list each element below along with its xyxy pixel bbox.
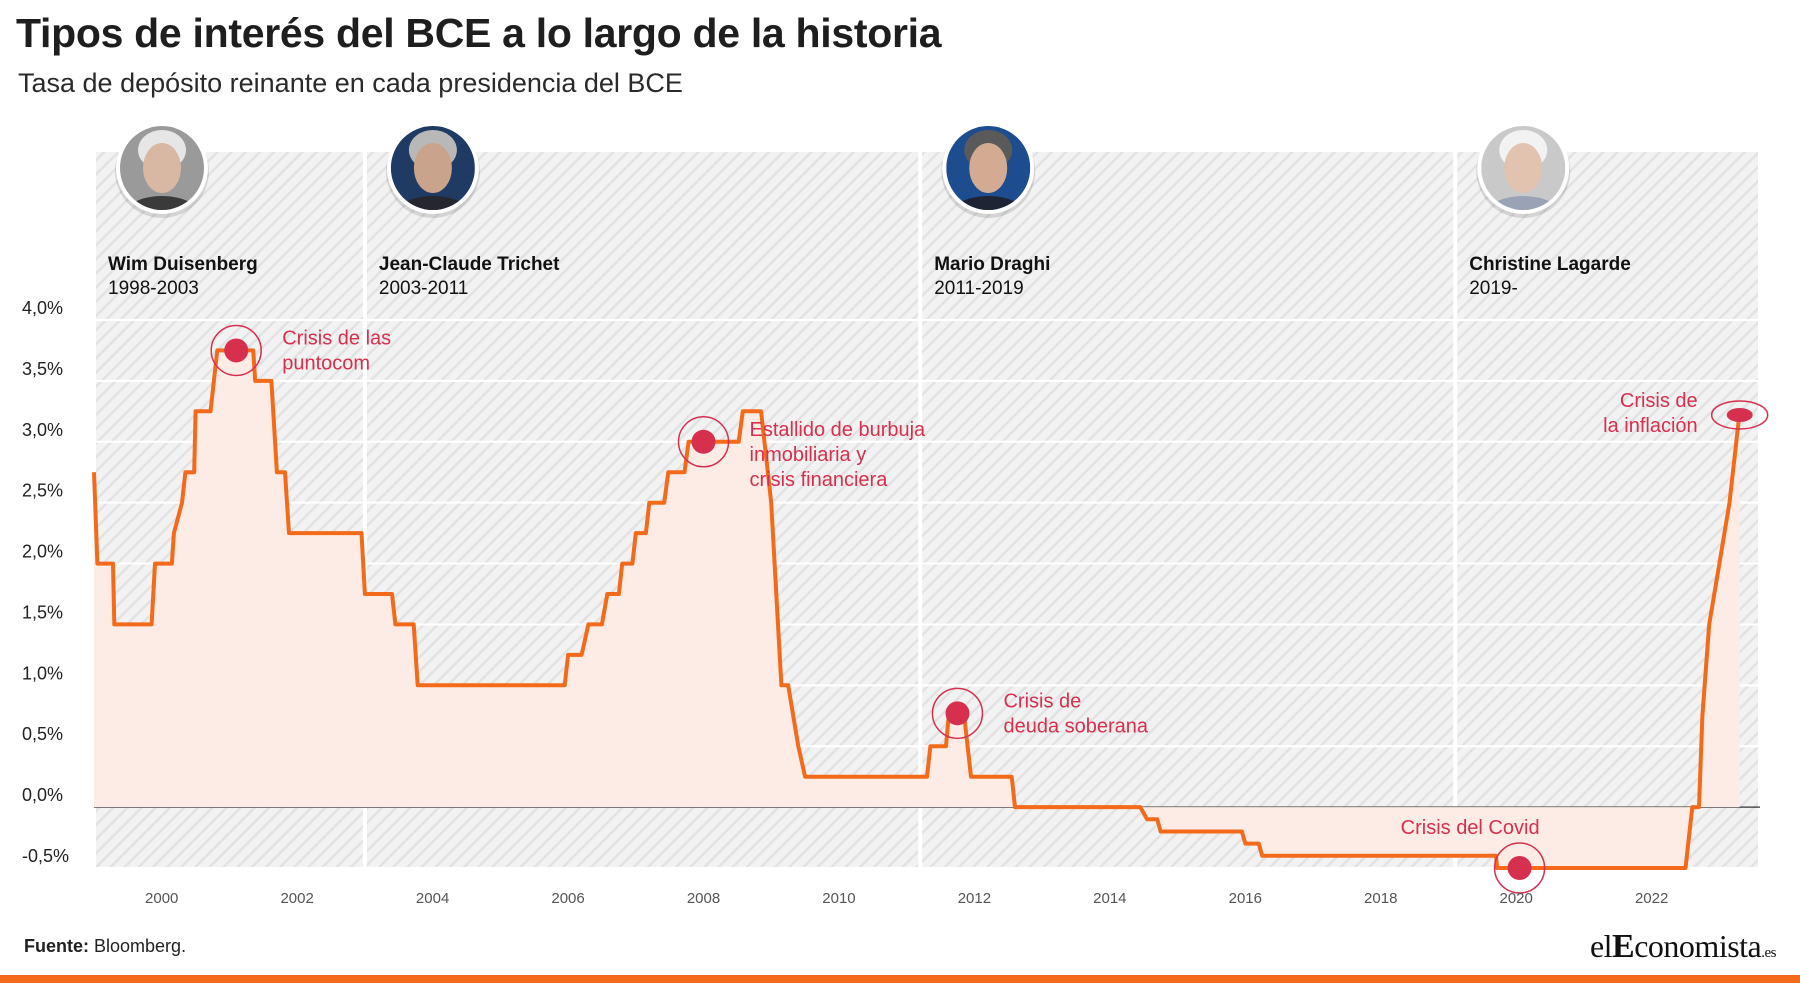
- crisis-annotation-text: crisis financiera: [750, 469, 889, 491]
- y-tick-label: 4,0%: [22, 298, 63, 318]
- presidency-name: Wim Duisenberg: [108, 254, 258, 275]
- crisis-annotation-text: Crisis de: [1620, 390, 1698, 412]
- logo-part-3: conomista: [1634, 928, 1762, 964]
- y-tick-label: 2,5%: [22, 481, 63, 501]
- crisis-annotation-text: Estallido de burbuja: [750, 419, 927, 441]
- source-note: Fuente: Bloomberg.: [24, 936, 186, 957]
- presidency-name: Mario Draghi: [934, 254, 1050, 275]
- crisis-marker-ring: [1493, 842, 1546, 894]
- x-tick-label: 2022: [1635, 890, 1668, 907]
- logo-part-1: el: [1589, 928, 1613, 964]
- trichet-portrait: [385, 122, 480, 218]
- y-tick-label: 0,5%: [22, 724, 63, 744]
- portrait-face: [143, 143, 181, 193]
- eleconomista-logo: elEconomista.es: [1589, 928, 1777, 966]
- presidency-name: Jean-Claude Trichet: [379, 254, 560, 275]
- logo-part-2: E: [1612, 928, 1635, 965]
- x-tick-label: 2014: [1093, 890, 1126, 907]
- rate-line: [92, 348, 1742, 870]
- presidency-years: 1998-2003: [108, 278, 199, 299]
- crisis-annotation-text: Crisis del Covid: [1401, 817, 1540, 839]
- x-tick-label: 2006: [551, 890, 584, 907]
- portrait-face: [413, 143, 452, 193]
- y-tick-label: 0,0%: [22, 785, 63, 805]
- draghi-portrait: [941, 122, 1036, 218]
- crisis-annotation-text: Crisis de: [1003, 690, 1081, 712]
- duisenberg-portrait: [115, 122, 209, 218]
- crisis-marker-dot: [224, 338, 249, 363]
- y-tick-label: 3,5%: [22, 359, 63, 379]
- y-tick-label: 3,0%: [22, 420, 63, 440]
- source-text: Bloomberg.: [94, 936, 187, 956]
- portrait-face: [969, 143, 1008, 193]
- crisis-annotation-text: deuda soberana: [1003, 715, 1148, 737]
- x-tick-label: 2004: [416, 890, 449, 907]
- y-tick-label: -0,5%: [22, 846, 69, 866]
- x-tick-label: 2008: [687, 890, 720, 907]
- lagarde-portrait: [1476, 122, 1571, 218]
- x-tick-label: 2018: [1364, 890, 1397, 907]
- crisis-annotation-text: puntocom: [282, 352, 370, 374]
- x-tick-label: 2010: [822, 890, 855, 907]
- x-tick-label: 2016: [1229, 890, 1262, 907]
- y-tick-label: 1,5%: [22, 602, 63, 622]
- bottom-accent-bar: [0, 975, 1800, 983]
- crisis-marker-dot: [1726, 407, 1753, 422]
- crisis-annotation-text: la inflación: [1603, 415, 1698, 437]
- crisis-marker-ring: [210, 324, 262, 377]
- presidency-band: [922, 152, 1454, 868]
- portrait-face: [1504, 143, 1543, 193]
- crisis-marker-dot: [1507, 856, 1532, 880]
- logo-part-4: .es: [1761, 945, 1776, 961]
- chart-title: Tipos de interés del BCE a lo largo de l…: [16, 10, 942, 56]
- crisis-marker-ring: [1710, 400, 1769, 430]
- crisis-marker-ring: [677, 416, 730, 468]
- crisis-annotation-text: Crisis de las: [282, 327, 391, 349]
- x-tick-label: 2000: [145, 890, 178, 907]
- chart-subtitle: Tasa de depósito reinante en cada presid…: [18, 68, 683, 98]
- presidency-years: 2003-2011: [379, 278, 468, 299]
- y-tick-label: 1,0%: [22, 663, 63, 683]
- x-tick-label: 2020: [1500, 890, 1533, 907]
- y-tick-label: 2,0%: [22, 542, 63, 562]
- crisis-marker-dot: [945, 701, 970, 726]
- presidency-years: 2019-: [1469, 278, 1518, 299]
- x-tick-label: 2002: [280, 890, 313, 907]
- source-label: Fuente:: [24, 936, 89, 956]
- presidency-name: Christine Lagarde: [1469, 254, 1631, 275]
- crisis-annotation-text: inmobiliaria y: [750, 444, 867, 466]
- crisis-marker-ring: [931, 687, 984, 740]
- x-tick-label: 2012: [958, 890, 991, 907]
- rate-area: [94, 350, 1740, 868]
- presidency-years: 2011-2019: [934, 278, 1023, 299]
- crisis-marker-dot: [691, 429, 716, 454]
